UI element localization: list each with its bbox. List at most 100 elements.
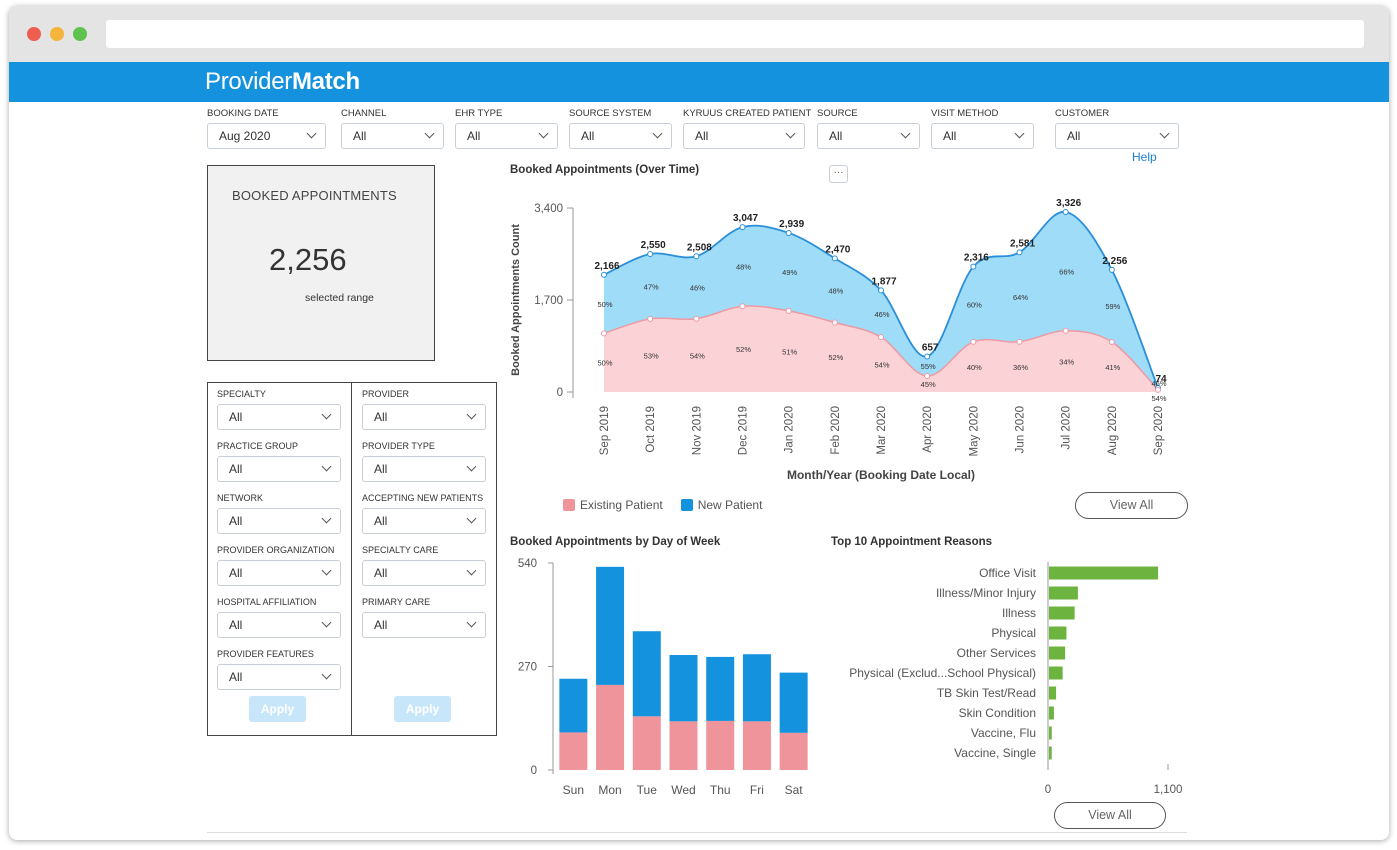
new-percent-label: 64% [1013,293,1028,302]
new-percent-label: 59% [1105,302,1120,311]
new-percent-label: 46% [1151,379,1166,388]
existing-point [785,307,792,314]
filter-label: ACCEPTING NEW PATIENTS [362,493,484,503]
address-bar[interactable] [106,20,1364,48]
filter-dropdown[interactable]: All [455,123,558,149]
help-link[interactable]: Help [1132,150,1157,164]
apply-right-button[interactable]: Apply [394,696,451,722]
panel-divider [351,383,352,735]
filter-dropdown[interactable]: All [817,123,920,149]
new-point [970,263,977,270]
filter-dropdown[interactable]: All [362,560,486,586]
filter-dropdown[interactable]: All [362,404,486,430]
filter-value: All [229,410,243,424]
new-bar [742,654,771,722]
new-bar [706,656,735,721]
filter-dropdown[interactable]: All [931,123,1034,149]
new-point [878,287,884,294]
x-tick-label: 0 [1045,784,1051,796]
minimize-window-button[interactable] [50,27,64,41]
total-label: 657 [922,342,939,353]
existing-point [739,303,746,310]
filter-dropdown[interactable]: All [362,456,486,482]
new-point [785,229,792,236]
chevron-down-icon [466,617,477,628]
filter-dropdown[interactable]: All [569,123,672,149]
new-point [924,353,931,360]
y-tick-label: 0 [531,765,537,777]
filter-dropdown[interactable]: All [217,404,341,430]
filter-value: All [229,514,243,528]
existing-percent-label: 45% [921,380,936,389]
chevron-down-icon [466,513,477,524]
legend-new[interactable]: New Patient [680,498,762,512]
filter-accepting-new-patients: ACCEPTING NEW PATIENTS All [362,493,486,534]
filter-dropdown[interactable]: All [217,560,341,586]
reason-label: Physical [991,626,1036,640]
chevron-down-icon [1159,128,1170,139]
new-bar [632,631,661,717]
new-point [739,224,746,231]
new-patient-line [603,211,1159,389]
existing-point [1108,338,1115,345]
x-tick-label: Aug 2020 [1107,406,1119,455]
filter-label: SOURCE SYSTEM [569,108,652,119]
filter-label: PROVIDER ORGANIZATION [217,545,335,555]
filter-label: VISIT METHOD [931,108,999,119]
close-window-button[interactable] [27,27,41,41]
reason-bar [1049,586,1078,600]
filter-dropdown[interactable]: All [362,612,486,638]
total-label: 2,581 [1010,238,1035,249]
filter-dropdown[interactable]: All [217,612,341,638]
filter-source: SOURCE All [817,108,920,149]
y-tick-label: 540 [518,558,537,570]
existing-point [924,373,931,380]
chevron-down-icon [652,128,663,139]
existing-bar [559,732,588,770]
reason-bar [1049,746,1052,760]
x-axis-title: Month/Year (Booking Date Local) [787,468,975,482]
new-point [693,253,700,260]
filter-value: All [229,566,243,580]
total-label: 2,470 [825,244,850,255]
y-tick-label: 270 [518,662,537,674]
filter-network: NETWORK All [217,493,341,534]
total-label: 1,877 [871,276,896,287]
y-axis-title: Booked Appointments Count [510,224,522,376]
new-percent-label: 60% [967,300,982,309]
maximize-window-button[interactable] [73,27,87,41]
filter-provider-type: PROVIDER TYPE All [362,441,486,482]
existing-percent-label: 52% [828,353,843,362]
existing-percent-label: 54% [1151,394,1166,403]
filter-dropdown[interactable]: All [1055,123,1179,149]
chevron-down-icon [785,128,796,139]
new-point [647,251,654,257]
x-tick-label: Feb 2020 [830,406,842,455]
reasons-chart: Office Visit Illness/Minor Injury Illness P… [849,562,1182,796]
view-all-reasons-button[interactable]: View All [1054,802,1166,829]
filter-value: All [229,462,243,476]
filter-dropdown[interactable]: Aug 2020 [207,123,326,149]
filter-dropdown[interactable]: All [341,123,444,149]
view-all-over-time-button[interactable]: View All [1075,492,1188,519]
filter-dropdown[interactable]: All [217,456,341,482]
chevron-down-icon [321,409,332,420]
legend-existing[interactable]: Existing Patient [563,498,663,512]
chevron-down-icon [538,128,549,139]
more-options-button[interactable]: ··· [829,165,848,183]
filter-dropdown[interactable]: All [683,123,805,149]
filter-label: SOURCE [817,108,858,119]
apply-left-button[interactable]: Apply [249,696,306,722]
logo-bold-text: Match [291,68,360,95]
reason-label: Office Visit [979,566,1037,580]
new-bar [559,678,588,733]
chevron-down-icon [321,461,332,472]
filter-dropdown[interactable]: All [217,508,341,534]
x-tick-label: Mar 2020 [876,406,888,455]
x-tick-label: Jul 2020 [1061,406,1073,449]
filter-dropdown[interactable]: All [362,508,486,534]
filter-dropdown[interactable]: All [217,664,341,690]
filter-customer: CUSTOMER All [1055,108,1179,149]
new-percent-label: 48% [828,286,843,295]
chevron-down-icon [466,461,477,472]
